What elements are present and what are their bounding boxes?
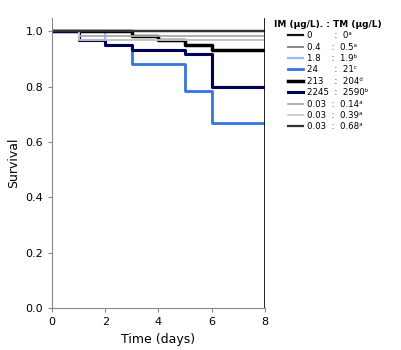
Legend: 0        :  0ᵃ, 0.4    :  0.5ᵃ, 1.8    :  1.9ᵇ, 24      :  21ᶜ, 213    :  204ᵈ, : 0 : 0ᵃ, 0.4 : 0.5ᵃ, 1.8 : 1.9ᵇ, 24 : 21ᶜ… [273,19,383,132]
Y-axis label: Survival: Survival [7,138,20,188]
X-axis label: Time (days): Time (days) [122,332,195,345]
